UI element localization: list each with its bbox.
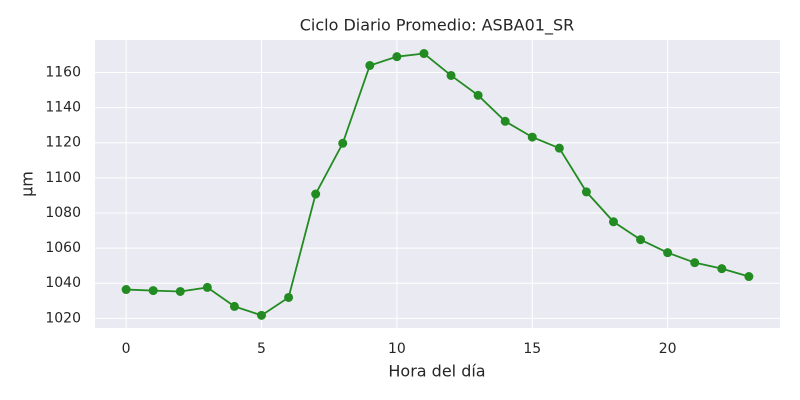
marker	[581, 187, 591, 197]
marker	[636, 235, 646, 245]
marker	[500, 116, 510, 126]
marker	[284, 292, 294, 302]
plot-area	[95, 40, 780, 328]
marker	[148, 286, 158, 296]
marker	[554, 143, 564, 153]
y-axis-label: µm	[18, 171, 37, 197]
marker	[365, 60, 375, 70]
marker	[608, 217, 618, 227]
marker	[229, 301, 239, 311]
marker	[175, 286, 185, 296]
x-tick-label: 5	[257, 341, 266, 357]
marker	[121, 285, 131, 295]
marker	[744, 272, 754, 282]
marker	[338, 138, 348, 148]
y-tick-label: 1160	[45, 64, 81, 80]
y-tick-label: 1080	[45, 205, 81, 221]
marker	[663, 248, 673, 258]
y-tick-label: 1060	[45, 240, 81, 256]
marker	[446, 70, 456, 80]
marker	[473, 90, 483, 100]
marker	[257, 310, 267, 320]
marker	[717, 264, 727, 274]
x-tick-label: 15	[523, 341, 541, 357]
x-tick-label: 0	[122, 341, 131, 357]
marker	[690, 258, 700, 268]
y-tick-label: 1040	[45, 275, 81, 291]
y-tick-label: 1020	[45, 310, 81, 326]
chart-title: Ciclo Diario Promedio: ASBA01_SR	[300, 16, 575, 36]
x-tick-label: 20	[659, 341, 677, 357]
marker	[202, 282, 212, 292]
y-tick-label: 1120	[45, 135, 81, 151]
marker	[311, 189, 321, 199]
marker	[527, 132, 537, 142]
y-tick-label: 1100	[45, 170, 81, 186]
marker	[419, 49, 429, 59]
marker	[392, 52, 402, 62]
x-axis-label: Hora del día	[388, 362, 485, 381]
series-line	[126, 52, 750, 317]
x-tick-label: 10	[388, 341, 406, 357]
y-tick-label: 1140	[45, 100, 81, 116]
